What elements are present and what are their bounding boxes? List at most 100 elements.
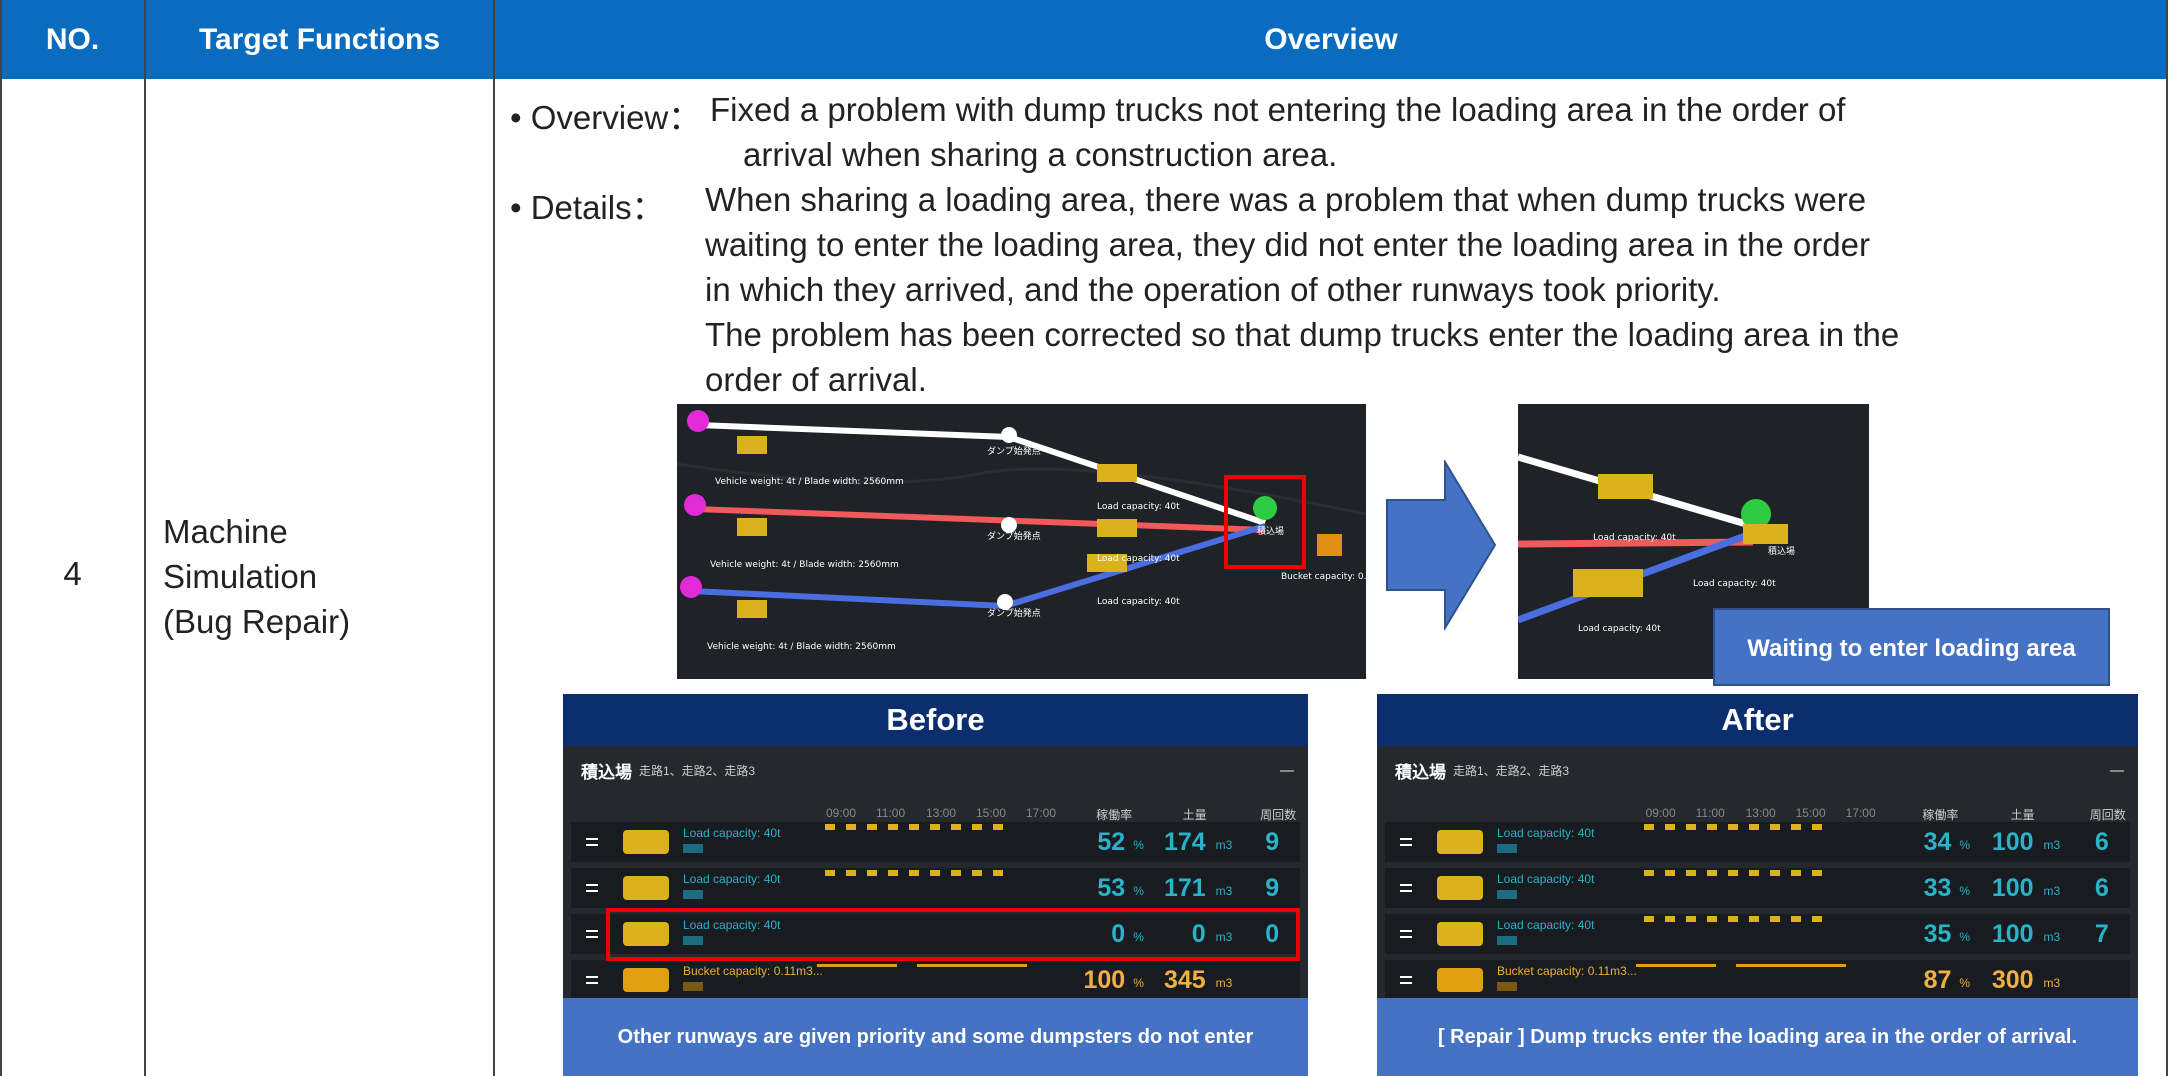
callout: Waiting to enter loading area [1713, 608, 2110, 686]
machine-name: Load capacity: 40t [1497, 918, 1595, 932]
runway-tag [1497, 982, 1517, 991]
gantt-mark [1728, 824, 1739, 830]
volume-value: 100 [1991, 828, 2034, 856]
volume-unit: m3 [1215, 838, 1233, 852]
details-label: • Details： [510, 189, 665, 226]
panel-caption: Other runways are given priority and som… [563, 998, 1308, 1076]
time-label: 11:00 [1695, 806, 1725, 820]
volume-unit: m3 [2043, 930, 2061, 944]
details-line: order of arrival. [705, 361, 927, 398]
handle-bar [586, 936, 598, 938]
highlight-box [606, 908, 1300, 961]
volume-value: 300 [1991, 966, 2034, 994]
handle-bar [586, 838, 598, 840]
handle-bar [586, 930, 598, 932]
runway-tag [1497, 844, 1517, 853]
gantt-mark [1812, 824, 1823, 830]
map-label: Vehicle weight: 4t / Blade width: 2560mm [715, 477, 904, 487]
volume-value: 174 [1163, 828, 1206, 856]
gantt-mark [1791, 870, 1802, 876]
details-line: in which they arrived, and the operation… [705, 271, 1721, 308]
column-header: 周回数 [1260, 808, 1297, 822]
gantt-mark [971, 824, 982, 830]
panel-title: Before [563, 694, 1308, 746]
machine-name: Load capacity: 40t [1497, 826, 1595, 840]
time-label: 15:00 [975, 806, 1007, 820]
rate-value: 33 [1923, 874, 1952, 902]
rate-value: 35 [1923, 920, 1952, 948]
gantt-mark [845, 824, 856, 830]
map-label: Vehicle weight: 4t / Blade width: 2560mm [710, 560, 899, 570]
map-label: Load capacity: 40t [1097, 554, 1180, 564]
gantt-mark [1644, 824, 1655, 830]
gantt-mark [866, 870, 877, 876]
gantt-mark [950, 870, 961, 876]
time-label: 11:00 [875, 806, 906, 820]
details-line: When sharing a loading area, there was a… [705, 181, 1867, 218]
gantt-mark [950, 824, 961, 830]
gantt-mark [1791, 916, 1802, 922]
column-header: 土量 [1182, 808, 1207, 822]
machine-icon [1437, 968, 1483, 992]
gantt-mark [1707, 870, 1718, 876]
gantt-bar [816, 964, 897, 967]
data-row: Bucket capacity: 0.11m3... 87% 300 m3 [1385, 960, 2130, 1000]
panel-sub: 走路1、走路2、走路3 [639, 764, 756, 778]
gantt-mark [845, 870, 856, 876]
map-label: Bucket capacity: 0.11m3 / Vehicle weight… [1281, 572, 1366, 582]
machine-name: Load capacity: 40t [683, 826, 781, 840]
gantt-mark [1749, 916, 1760, 922]
map-label: Load capacity: 40t [1593, 533, 1676, 543]
rate-unit: % [1133, 930, 1144, 944]
header-overview: Overview [1264, 23, 1398, 56]
volume-unit: m3 [2043, 838, 2061, 852]
handle-bar [1400, 982, 1412, 984]
rate-unit: % [1959, 976, 1971, 990]
overview-label: • Overview： [510, 99, 702, 136]
function-line: Machine [163, 513, 288, 550]
rate-unit: % [1959, 838, 1971, 852]
panel-minimize [2110, 770, 2124, 772]
rate-value: 100 [1083, 966, 1126, 994]
header-bar [0, 0, 2168, 79]
gantt-mark [1812, 916, 1823, 922]
machine-icon [1437, 876, 1483, 900]
volume-unit: m3 [1215, 884, 1233, 898]
function-line: Simulation [163, 558, 318, 595]
time-label: 13:00 [925, 806, 957, 820]
border [144, 0, 146, 1076]
map-label: ダンプ始発点 [987, 530, 1041, 542]
machine-name: Load capacity: 40t [683, 918, 781, 932]
map-label: ダンプ始発点 [987, 445, 1041, 457]
column-header: 稼働率 [1096, 808, 1133, 822]
machine-name: Load capacity: 40t [683, 872, 781, 886]
gantt-mark [1644, 916, 1655, 922]
gantt-mark [1728, 916, 1739, 922]
gantt-mark [1644, 870, 1655, 876]
rate-unit: % [1959, 884, 1971, 898]
machine-name: Load capacity: 40t [1497, 872, 1595, 886]
machine-icon [623, 922, 669, 946]
gantt-mark [887, 870, 898, 876]
time-label: 09:00 [1645, 806, 1676, 820]
gantt-mark [1770, 916, 1781, 922]
runway-tag [683, 982, 703, 991]
gantt-mark [1728, 870, 1739, 876]
gantt-mark [1665, 870, 1676, 876]
gantt-mark [929, 824, 940, 830]
data-row: Load capacity: 40t 52% 174 m3 9 [571, 822, 1300, 862]
machine-name: Bucket capacity: 0.11m3... [1497, 964, 1637, 978]
data-row: Load capacity: 40t 0% 0 m3 0 [571, 914, 1300, 954]
map-label: 積込場 [1768, 545, 1795, 557]
gantt-mark [1707, 824, 1718, 830]
gantt-mark [824, 824, 835, 830]
gantt-mark [992, 870, 1003, 876]
gantt-mark [1686, 824, 1697, 830]
runway-tag [1497, 890, 1517, 899]
panel-sub: 走路1、走路2、走路3 [1453, 764, 1570, 778]
handle-bar [1400, 930, 1412, 932]
map-label: Load capacity: 40t [1578, 624, 1661, 634]
handle-bar [1400, 890, 1412, 892]
handle-bar [1400, 936, 1412, 938]
